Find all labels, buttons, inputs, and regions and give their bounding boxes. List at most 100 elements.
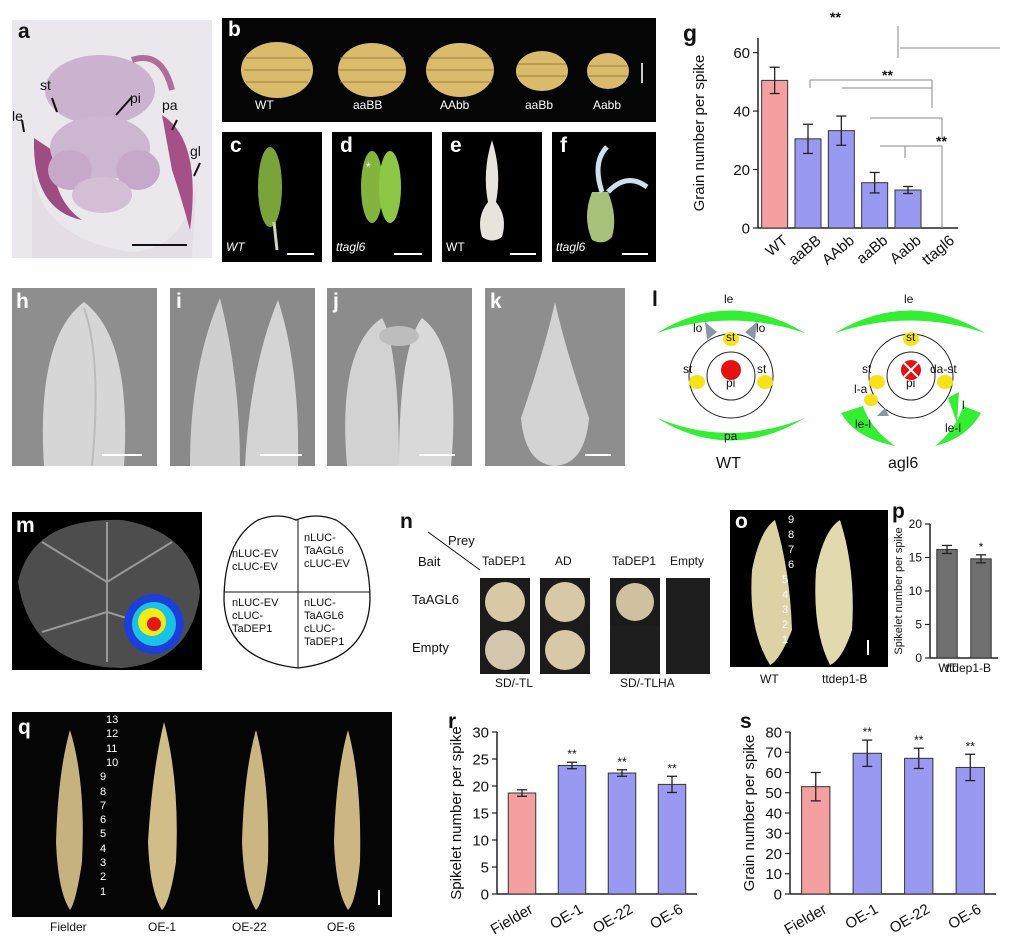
- overexpression-spikes: [56, 722, 380, 910]
- wt-lo-right-label: lo: [756, 321, 766, 335]
- category-label: aaBb: [853, 232, 891, 268]
- spikelet-number: 7: [788, 544, 795, 556]
- y-tick-label: 40: [733, 103, 750, 120]
- bar: [557, 764, 587, 895]
- bar: [936, 548, 958, 659]
- wt-pa-label: pa: [724, 429, 738, 443]
- yeast-plates: [480, 578, 710, 626]
- y-tick-label: 0: [742, 220, 750, 237]
- category-label: OE-6: [647, 901, 686, 933]
- category-label: aaBB: [786, 232, 825, 269]
- line-label-oe22: OE-22: [232, 920, 267, 934]
- agl6-da-st-label: da-st: [930, 362, 957, 376]
- wt-stamen-left: [689, 375, 705, 389]
- category-label: OE-1: [842, 901, 881, 933]
- row-label-2: Empty: [412, 640, 449, 655]
- row-label-1: TaAGL6: [412, 592, 459, 607]
- significance-mark: **: [617, 755, 627, 769]
- spikelet-number: 8: [100, 785, 107, 798]
- panel-i-sem-image: [170, 288, 315, 466]
- leaf-layout-diagram: [223, 515, 371, 669]
- bar: [657, 783, 687, 895]
- agl6-le-l-left-label: le-l: [855, 417, 872, 431]
- wt-stamen-right: [757, 375, 773, 389]
- category-label: OE-22: [590, 901, 636, 937]
- spikelet-number: 3: [100, 857, 107, 869]
- spikelet-number: 8: [788, 529, 795, 541]
- agl6-le-l-right: [935, 406, 981, 446]
- spikelet-number: 13: [106, 714, 119, 726]
- category-label: ttdep1-B: [946, 661, 991, 675]
- bar: [904, 757, 934, 895]
- panel-o-spike-image: [730, 510, 888, 667]
- spikelet-number: 3: [782, 604, 789, 616]
- spikelet-number: 7: [100, 799, 107, 812]
- spikelet-number: 5: [782, 574, 789, 586]
- caption-d: ttagl6: [336, 240, 366, 254]
- significance-mark: **: [667, 761, 677, 775]
- label-o-mutant: ttdep1-B: [822, 672, 868, 686]
- panel-c-image: [222, 132, 322, 262]
- annotation-st: st: [40, 77, 51, 93]
- y-tick-label: 25: [472, 751, 489, 768]
- agl6-st-top-label: st: [906, 330, 916, 344]
- genotype-aaBB: aaBB: [353, 98, 383, 112]
- panel-label-e: e: [450, 134, 462, 157]
- stained-floret-section: [12, 20, 212, 258]
- agl6-l-a: [864, 394, 878, 406]
- y-tick-label: 30: [765, 826, 782, 843]
- panel-label-a: a: [18, 20, 30, 43]
- quadrant-bottom-left: nLUC-EV cLUC- TaDEP1: [232, 597, 279, 635]
- agl6-le-l-right-label: le-l: [945, 421, 962, 435]
- significance-mark: *: [979, 540, 984, 554]
- category-label: Fielder: [488, 901, 536, 939]
- y-tick-label: 20: [472, 778, 489, 795]
- y-tick-label: 30: [472, 724, 489, 741]
- panel-j-sem-image: [327, 288, 472, 466]
- significance-mark: **: [914, 733, 924, 747]
- significance-mark: **: [863, 725, 873, 739]
- quadrant-top-left: nLUC-EV cLUC-EV: [232, 548, 279, 573]
- caption-f: ttagl6: [556, 240, 586, 254]
- panel-label-b: b: [228, 18, 241, 41]
- panel-label-d: d: [340, 134, 353, 157]
- bar: [607, 772, 637, 895]
- panel-q-spikes-image: [12, 712, 392, 917]
- wt-st-top-label: st: [726, 330, 736, 344]
- y-tick-label: 10: [909, 584, 923, 598]
- caption-e: WT: [446, 240, 465, 254]
- y-tick-label: 60: [765, 765, 782, 782]
- panel-l-floral-diagrams: [657, 310, 985, 446]
- spike-o-number-column: 9 8 7 6 5 4 3 2 1: [782, 514, 822, 654]
- y-tick-label: 20: [765, 846, 782, 863]
- y-tick-label: 60: [733, 45, 750, 62]
- yeast-plates-row-2: [480, 626, 710, 674]
- panel-b-grains-image: [222, 18, 656, 122]
- panel-f-image: [552, 132, 656, 262]
- y-axis-label: Spikelet number per spike: [893, 527, 905, 654]
- y-axis-label: Grain number per spike: [741, 735, 758, 892]
- agl6-st-left-label: st: [862, 362, 872, 376]
- spike-q-number-column: 13 12 11 10 9 8 7 6 5 4 3 2 1: [100, 714, 160, 904]
- agl6-le-l-left: [841, 406, 895, 446]
- panel-label-m: m: [16, 514, 35, 537]
- spikelet-number: 1: [782, 634, 789, 646]
- annotation-gl: gl: [190, 143, 201, 159]
- panel-label-r: r: [448, 710, 457, 733]
- col-header-4: Empty: [670, 554, 705, 568]
- panel-label-c: c: [230, 134, 242, 157]
- col-header-3: TaDEP1: [612, 554, 657, 568]
- agl6-stamen-left: [869, 375, 885, 389]
- panel-label-h: h: [16, 290, 29, 313]
- media-label-2: SD/-TLHA: [620, 676, 675, 690]
- spikelet-number: 4: [782, 589, 789, 601]
- spikelet-number: 6: [788, 559, 795, 571]
- wt-palea: [657, 418, 805, 441]
- panel-label-i: i: [176, 290, 182, 313]
- arrow-pa: [171, 119, 178, 131]
- arrow-st: [51, 97, 58, 113]
- bar: [801, 786, 831, 895]
- spikelet-number: 11: [106, 742, 118, 755]
- panel-label-j: j: [333, 290, 339, 313]
- annotation-le: le: [12, 108, 23, 124]
